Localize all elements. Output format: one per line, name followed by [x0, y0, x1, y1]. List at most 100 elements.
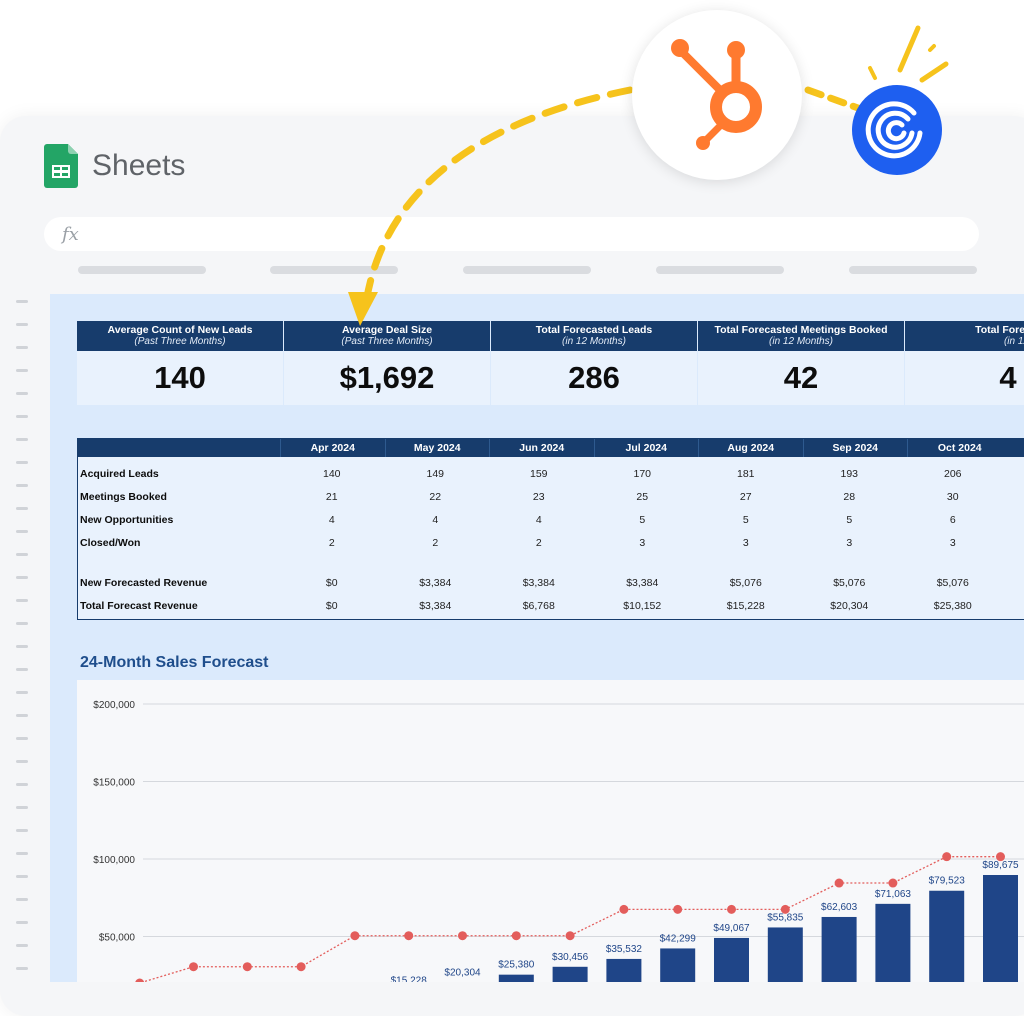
table-cell[interactable]: 27 — [739, 490, 752, 503]
table-cell[interactable]: $3,384 — [522, 576, 555, 589]
table-cell[interactable]: 149 — [426, 467, 445, 480]
row-header-placeholder[interactable] — [16, 783, 28, 786]
kpi-card[interactable]: Total Forecasted C (in 12 M 4 — [905, 321, 1024, 405]
column-header-month[interactable]: Sep 2024 — [802, 439, 908, 457]
table-cell[interactable]: 2 — [432, 536, 439, 549]
table-cell[interactable]: $0 — [325, 576, 338, 589]
table-cell[interactable]: 3 — [742, 536, 749, 549]
column-header-placeholder[interactable] — [849, 266, 977, 274]
spark-line — [919, 61, 949, 83]
row-label[interactable]: Meetings Booked — [80, 490, 167, 503]
table-cell[interactable]: 2 — [535, 536, 542, 549]
table-cell[interactable]: $3,384 — [419, 576, 452, 589]
column-header-month[interactable]: Jul 2024 — [593, 439, 699, 457]
table-cell[interactable]: 181 — [736, 467, 755, 480]
table-cell[interactable]: 5 — [639, 513, 646, 526]
row-label[interactable]: New Opportunities — [80, 513, 174, 526]
row-header-placeholder[interactable] — [16, 898, 28, 901]
table-cell[interactable]: $6,768 — [522, 599, 555, 612]
table-cell[interactable]: 193 — [840, 467, 859, 480]
row-header-placeholder[interactable] — [16, 691, 28, 694]
table-cell[interactable]: 4 — [535, 513, 542, 526]
kpi-card[interactable]: Total Forecasted Leads (in 12 Months) 28… — [491, 321, 697, 405]
row-header-placeholder[interactable] — [16, 484, 28, 487]
row-header-placeholder[interactable] — [16, 806, 28, 809]
table-cell[interactable]: 170 — [633, 467, 652, 480]
column-header-month[interactable]: Jun 2024 — [489, 439, 594, 457]
table-cell[interactable]: $0 — [325, 599, 338, 612]
table-cell[interactable]: 30 — [946, 490, 959, 503]
row-header-placeholder[interactable] — [16, 760, 28, 763]
chart-panel[interactable]: $200,000$150,000$100,000$50,000$10,152$1… — [77, 680, 1024, 982]
table-cell[interactable]: 28 — [843, 490, 856, 503]
table-cell[interactable]: $10,152 — [623, 599, 662, 612]
table-cell[interactable]: 21 — [325, 490, 338, 503]
row-label[interactable]: Closed/Won — [80, 536, 141, 549]
column-header-placeholder[interactable] — [270, 266, 398, 274]
row-header-placeholder[interactable] — [16, 737, 28, 740]
table-cell[interactable]: 2 — [328, 536, 335, 549]
table-cell[interactable]: 5 — [846, 513, 853, 526]
row-header-placeholder[interactable] — [16, 438, 28, 441]
row-header-placeholder[interactable] — [16, 921, 28, 924]
row-header-placeholder[interactable] — [16, 369, 28, 372]
row-header-placeholder[interactable] — [16, 714, 28, 717]
column-header-placeholder[interactable] — [463, 266, 591, 274]
table-cell[interactable]: 140 — [322, 467, 341, 480]
column-header-month[interactable]: Oct 2024 — [907, 439, 1012, 457]
column-header-month[interactable]: Aug 2024 — [698, 439, 803, 457]
kpi-card[interactable]: Total Forecasted Meetings Booked (in 12 … — [698, 321, 904, 405]
kpi-card[interactable]: Average Deal Size (Past Three Months) $1… — [284, 321, 490, 405]
column-header-month[interactable]: May 2024 — [384, 439, 490, 457]
table-cell[interactable]: 23 — [532, 490, 545, 503]
table-cell[interactable]: $5,076 — [936, 576, 969, 589]
table-cell[interactable]: $5,076 — [729, 576, 762, 589]
row-header-placeholder[interactable] — [16, 392, 28, 395]
table-cell[interactable]: $25,380 — [933, 599, 972, 612]
table-cell[interactable]: 206 — [943, 467, 962, 480]
table-cell[interactable]: 159 — [529, 467, 548, 480]
row-label[interactable]: Total Forecast Revenue — [80, 599, 198, 612]
table-cell[interactable]: $20,304 — [830, 599, 869, 612]
table-cell[interactable]: 3 — [949, 536, 956, 549]
formula-bar[interactable]: fx — [44, 217, 979, 251]
row-header-placeholder[interactable] — [16, 852, 28, 855]
kpi-card[interactable]: Average Count of New Leads (Past Three M… — [77, 321, 283, 405]
column-header-placeholder[interactable] — [78, 266, 206, 274]
row-header-placeholder[interactable] — [16, 599, 28, 602]
table-cell[interactable]: 22 — [429, 490, 442, 503]
table-cell[interactable]: 4 — [432, 513, 439, 526]
table-cell[interactable]: $15,228 — [726, 599, 765, 612]
row-header-placeholder[interactable] — [16, 323, 28, 326]
row-header-placeholder[interactable] — [16, 967, 28, 970]
row-header-placeholder[interactable] — [16, 875, 28, 878]
table-cell[interactable]: $3,384 — [626, 576, 659, 589]
column-header-placeholder[interactable] — [656, 266, 784, 274]
row-header-placeholder[interactable] — [16, 668, 28, 671]
row-header-placeholder[interactable] — [16, 300, 28, 303]
row-header-placeholder[interactable] — [16, 622, 28, 625]
row-header-placeholder[interactable] — [16, 461, 28, 464]
table-cell[interactable]: $5,076 — [833, 576, 866, 589]
table-cell[interactable]: 4 — [328, 513, 335, 526]
table-cell[interactable]: 6 — [949, 513, 956, 526]
row-header-placeholder[interactable] — [16, 415, 28, 418]
table-cell[interactable]: 3 — [639, 536, 646, 549]
row-header-placeholder[interactable] — [16, 553, 28, 556]
row-header-placeholder[interactable] — [16, 829, 28, 832]
row-header-placeholder[interactable] — [16, 576, 28, 579]
row-header-placeholder[interactable] — [16, 944, 28, 947]
sales-forecast-chart[interactable]: $200,000$150,000$100,000$50,000$10,152$1… — [77, 680, 1024, 982]
row-label[interactable]: Acquired Leads — [80, 467, 159, 480]
hubspot-logo-badge — [632, 10, 802, 180]
column-header-month[interactable]: Apr 2024 — [280, 439, 385, 457]
row-header-placeholder[interactable] — [16, 346, 28, 349]
row-header-placeholder[interactable] — [16, 530, 28, 533]
table-cell[interactable]: $3,384 — [419, 599, 452, 612]
table-cell[interactable]: 5 — [742, 513, 749, 526]
table-cell[interactable]: 25 — [636, 490, 649, 503]
row-label[interactable]: New Forecasted Revenue — [80, 576, 208, 589]
row-header-placeholder[interactable] — [16, 645, 28, 648]
row-header-placeholder[interactable] — [16, 507, 28, 510]
table-cell[interactable]: 3 — [846, 536, 853, 549]
